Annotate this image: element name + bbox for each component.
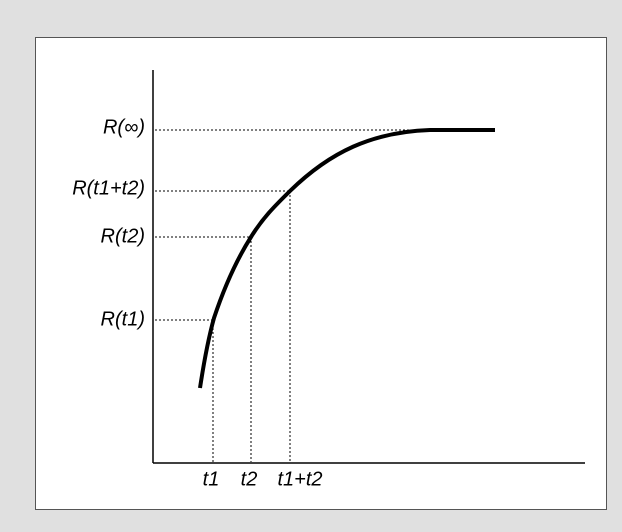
curve: [198, 128, 495, 389]
y-label: R(t1): [101, 308, 145, 330]
x-label: t1+t2: [277, 468, 322, 490]
x-label: t2: [241, 468, 258, 490]
x-label: t1: [203, 468, 220, 490]
frame: [35, 37, 607, 510]
y-label: R(t2): [101, 225, 145, 247]
y-label: R(t1+t2): [72, 177, 145, 199]
y-label: R(∞): [103, 116, 145, 138]
